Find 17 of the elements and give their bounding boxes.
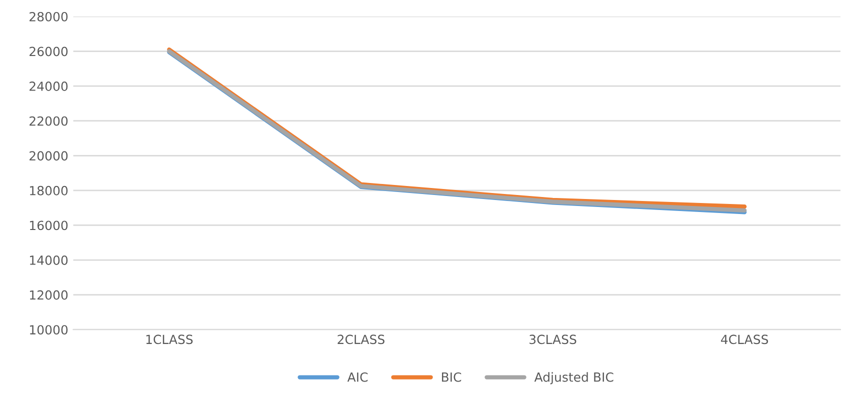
x-tick-label: 4CLASS [720, 334, 768, 344]
y-tick-label: 24000 [30, 82, 68, 91]
y-tick-label: 18000 [30, 186, 68, 196]
x-tick-label: 3CLASS [530, 334, 576, 344]
y-tick-label: 26000 [30, 46, 68, 56]
y-tick-label: 16000 [30, 220, 68, 230]
y-tick-label: 14000 [30, 255, 68, 265]
x-tick-label: 1CLASS [146, 334, 193, 344]
x-tick-label: 2CLASS [338, 334, 384, 344]
y-tick-label: 22000 [30, 116, 68, 126]
y-tick-label: 10000 [30, 325, 68, 335]
y-tick-label: 28000 [30, 12, 68, 22]
legend-label: BIC [442, 372, 462, 382]
y-tick-label: 20000 [30, 151, 68, 161]
legend-label: AIC [347, 372, 368, 382]
legend-label: Adjusted BIC [534, 372, 614, 384]
y-tick-label: 12000 [30, 290, 68, 300]
